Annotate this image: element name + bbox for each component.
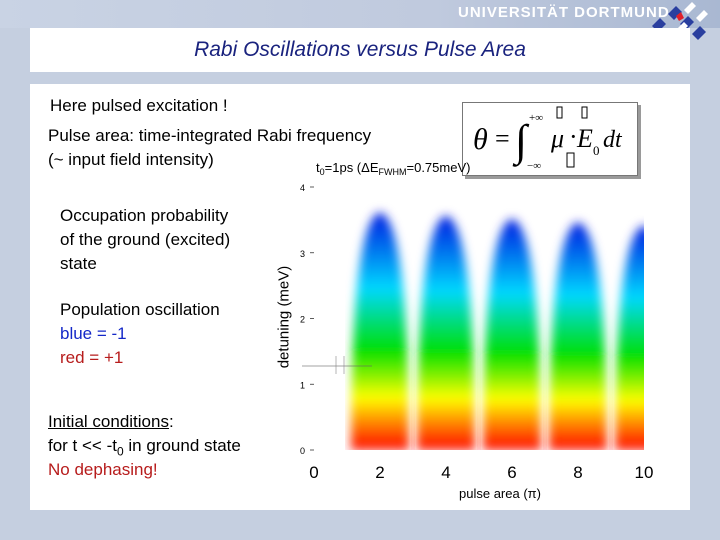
text-occupation-2: of the ground (excited) — [60, 230, 231, 249]
formula-theta: θ — [473, 123, 488, 156]
heatmap-lobe — [482, 219, 542, 450]
y-axis-label: detuning (meV) — [275, 265, 293, 369]
x-tick-label: 6 — [507, 463, 516, 482]
text-initial-conditions: Initial conditions: — [48, 412, 174, 432]
annotation-mid: =1ps (ΔE — [325, 160, 379, 175]
y-tick-label: 1 — [300, 380, 305, 390]
chart-annotation: t0=1ps (ΔEFWHM=0.75meV) — [316, 160, 470, 177]
formula-equals: = — [495, 124, 510, 153]
annotation-e-sub: FWHM — [379, 167, 407, 177]
heatmap-lobe — [350, 212, 410, 450]
formula-mu: μ — [550, 124, 564, 153]
text-red-legend: red = +1 — [60, 348, 124, 367]
annotation-t: t — [316, 160, 320, 175]
y-tick-label: 3 — [300, 249, 305, 259]
x-tick-label: 8 — [573, 463, 582, 482]
initial-conditions-label: Initial conditions — [48, 412, 169, 431]
text-no-dephasing: No dephasing! — [48, 460, 158, 479]
formula-dt: dt — [603, 127, 623, 153]
formula-upper-limit: +∞ — [529, 112, 543, 124]
text-initial-ground: for t << -t0 in ground state — [48, 436, 241, 458]
formula-E: E — [576, 124, 593, 153]
formula-lower-limit: −∞ — [527, 160, 541, 172]
initial-ground-sub: 0 — [116, 444, 124, 459]
formula-integral: ∫ — [512, 116, 530, 167]
x-tick-label: 0 — [309, 463, 318, 482]
heatmap-lobe — [416, 215, 476, 450]
x-tick-label: 10 — [635, 463, 654, 482]
y-tick-label: 2 — [300, 315, 305, 325]
formula-svg: θ = ∫ +∞ −∞ μ · E 0 dt — [473, 106, 623, 172]
text-blue-legend: blue = -1 — [60, 324, 127, 343]
annotation-t-sub: 0 — [320, 167, 325, 177]
text-pulsed-excitation: Here pulsed excitation ! — [50, 96, 228, 115]
text-occupation-3: state — [60, 254, 97, 273]
x-tick-label: 2 — [375, 463, 384, 482]
formula-vector-mark-2 — [581, 106, 588, 119]
text-occupation-1: Occupation probability — [60, 206, 229, 225]
x-ticks-group: 0 2 4 6 8 10 — [309, 463, 653, 482]
annotation-end: =0.75meV) — [407, 160, 471, 175]
heatmap-lobe — [614, 225, 644, 450]
title-area: Rabi Oscillations versus Pulse Area — [30, 28, 690, 72]
y-tick-label: 4 — [300, 183, 305, 193]
text-pulse-area: Pulse area: time-integrated Rabi frequen… — [48, 126, 372, 145]
y-ticks-group: 0 1 2 3 4 — [300, 183, 314, 456]
heatmap-lobe — [548, 222, 608, 450]
pulse-area-formula: θ = ∫ +∞ −∞ μ · E 0 dt — [462, 102, 638, 176]
slide-title: Rabi Oscillations versus Pulse Area — [194, 38, 526, 61]
initial-conditions-colon: : — [168, 412, 174, 431]
formula-E-sub: 0 — [593, 143, 600, 158]
text-population: Population oscillation — [60, 300, 220, 319]
text-input-intensity: (~ input field intensity) — [48, 150, 214, 169]
university-name: UNIVERSITÄT DORTMUND — [458, 4, 670, 21]
y-tick-label: 0 — [300, 446, 305, 456]
initial-ground-pre: for t << -t — [48, 436, 117, 455]
lobes-group — [350, 212, 644, 450]
header-band: UNIVERSITÄT DORTMUND — [0, 0, 720, 28]
formula-vector-mark-3 — [566, 152, 575, 168]
initial-ground-post: in ground state — [123, 436, 241, 455]
formula-dot: · — [569, 122, 578, 151]
small-inset-annotation — [302, 356, 372, 374]
x-tick-label: 4 — [441, 463, 450, 482]
formula-vector-mark-1 — [556, 106, 563, 119]
x-axis-label: pulse area (π) — [459, 486, 541, 501]
